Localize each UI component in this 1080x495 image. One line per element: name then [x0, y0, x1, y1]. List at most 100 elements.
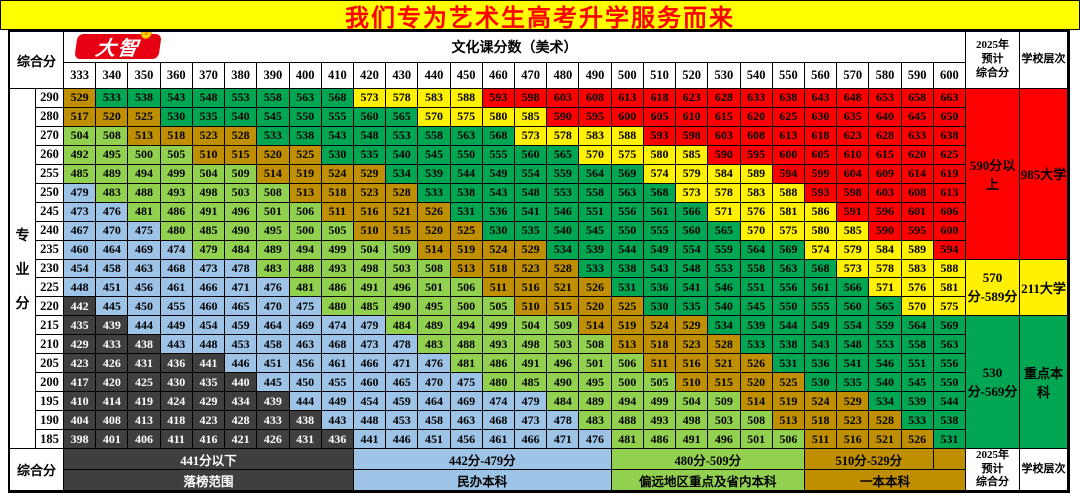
- score-cell: 468: [482, 411, 515, 431]
- score-cell: 514: [740, 392, 773, 412]
- score-cell: 489: [579, 392, 612, 412]
- score-cell: 590: [708, 145, 741, 165]
- score-cell: 518: [804, 411, 838, 431]
- score-cell: 503: [225, 183, 258, 203]
- score-cell: 560: [837, 297, 870, 317]
- score-cell: 489: [96, 164, 129, 184]
- score-cell: 598: [515, 89, 548, 108]
- score-cell: 510: [676, 373, 709, 393]
- score-cell: 553: [225, 89, 258, 108]
- score-cell: 569: [933, 316, 966, 336]
- score-cell: 578: [386, 89, 419, 108]
- score-cell: 484: [386, 316, 419, 336]
- score-cell: 536: [804, 354, 838, 374]
- score-cell: 573: [353, 89, 387, 108]
- score-cell: 433: [257, 411, 290, 431]
- score-cell: 474: [160, 240, 193, 260]
- score-cell: 589: [901, 240, 934, 260]
- score-cell: 485: [64, 164, 97, 184]
- score-cell: 558: [418, 126, 451, 146]
- score-cell: 604: [837, 164, 870, 184]
- score-cell: 516: [515, 278, 548, 298]
- score-cell: 485: [515, 373, 548, 393]
- score-cell: 480: [482, 373, 515, 393]
- score-cell: 551: [579, 202, 612, 222]
- score-cell: 594: [933, 240, 966, 260]
- score-cell: 499: [160, 164, 193, 184]
- score-cell: 544: [450, 164, 483, 184]
- score-cell: 423: [192, 411, 226, 431]
- predict-range-block: 570分-589分: [966, 259, 1020, 317]
- score-cell: 528: [869, 411, 902, 431]
- score-cell: 446: [386, 430, 419, 449]
- score-cell: 608: [740, 126, 773, 146]
- score-cell: 574: [804, 240, 838, 260]
- score-cell: 575: [933, 297, 966, 317]
- score-cell: 614: [901, 164, 934, 184]
- row-header: 260: [36, 145, 64, 165]
- score-cell: 540: [708, 297, 741, 317]
- score-cell: 638: [933, 126, 966, 146]
- score-cell: 519: [772, 392, 805, 412]
- score-cell: 623: [837, 126, 870, 146]
- score-cell: 441: [353, 430, 387, 449]
- score-cell: 601: [901, 202, 934, 222]
- score-cell: 488: [128, 183, 161, 203]
- score-cell: 599: [804, 164, 838, 184]
- score-cell: 606: [933, 202, 966, 222]
- score-cell: 517: [64, 107, 97, 127]
- score-cell: 505: [160, 145, 193, 165]
- score-cell: 575: [450, 107, 483, 127]
- score-cell: 445: [257, 373, 290, 393]
- score-cell: 495: [257, 221, 290, 241]
- score-cell: 461: [160, 278, 193, 298]
- score-cell: 479: [515, 392, 548, 412]
- score-cell: 523: [676, 335, 709, 355]
- row-header: 245: [36, 202, 64, 222]
- score-cell: 525: [289, 145, 322, 165]
- column-header: 410: [321, 63, 354, 89]
- score-cell: 608: [579, 89, 612, 108]
- score-cell: 476: [418, 354, 451, 374]
- score-cell: 518: [482, 259, 515, 279]
- column-header: 480: [547, 63, 580, 89]
- score-cell: 458: [257, 335, 290, 355]
- score-cell: 531: [933, 430, 966, 449]
- score-cell: 630: [804, 107, 838, 127]
- score-cell: 413: [128, 411, 161, 431]
- score-cell: 433: [96, 335, 129, 355]
- score-cell: 569: [772, 240, 805, 260]
- score-cell: 598: [837, 183, 870, 203]
- score-cell: 578: [708, 183, 741, 203]
- score-cell: 541: [837, 354, 870, 374]
- score-cell: 533: [740, 335, 773, 355]
- column-header: 560: [804, 63, 838, 89]
- culture-score-header: 文化课分数（美术） 大智: [64, 32, 966, 63]
- score-cell: 534: [869, 392, 902, 412]
- score-cell: 455: [321, 373, 354, 393]
- score-cell: 628: [869, 126, 902, 146]
- score-cell: 559: [708, 240, 741, 260]
- score-cell: 479: [192, 240, 226, 260]
- column-header: 340: [96, 63, 129, 89]
- score-cell: 504: [192, 164, 226, 184]
- score-cell: 471: [547, 430, 580, 449]
- score-cell: 498: [676, 411, 709, 431]
- score-cell: 600: [933, 221, 966, 241]
- column-header: 600: [933, 63, 966, 89]
- score-cell: 528: [386, 183, 419, 203]
- score-cell: 481: [289, 278, 322, 298]
- score-cell: 505: [482, 297, 515, 317]
- score-cell: 558: [740, 259, 773, 279]
- score-cell: 565: [547, 145, 580, 165]
- score-cell: 593: [643, 126, 677, 146]
- score-cell: 506: [289, 202, 322, 222]
- score-cell: 525: [611, 297, 644, 317]
- row-header: 250: [36, 183, 64, 203]
- score-cell: 530: [804, 373, 838, 393]
- legend-comprehensive-label: 综合分: [10, 449, 64, 491]
- score-cell: 515: [225, 145, 258, 165]
- score-cell: 583: [418, 89, 451, 108]
- score-cell: 545: [418, 145, 451, 165]
- score-cell: 535: [837, 373, 870, 393]
